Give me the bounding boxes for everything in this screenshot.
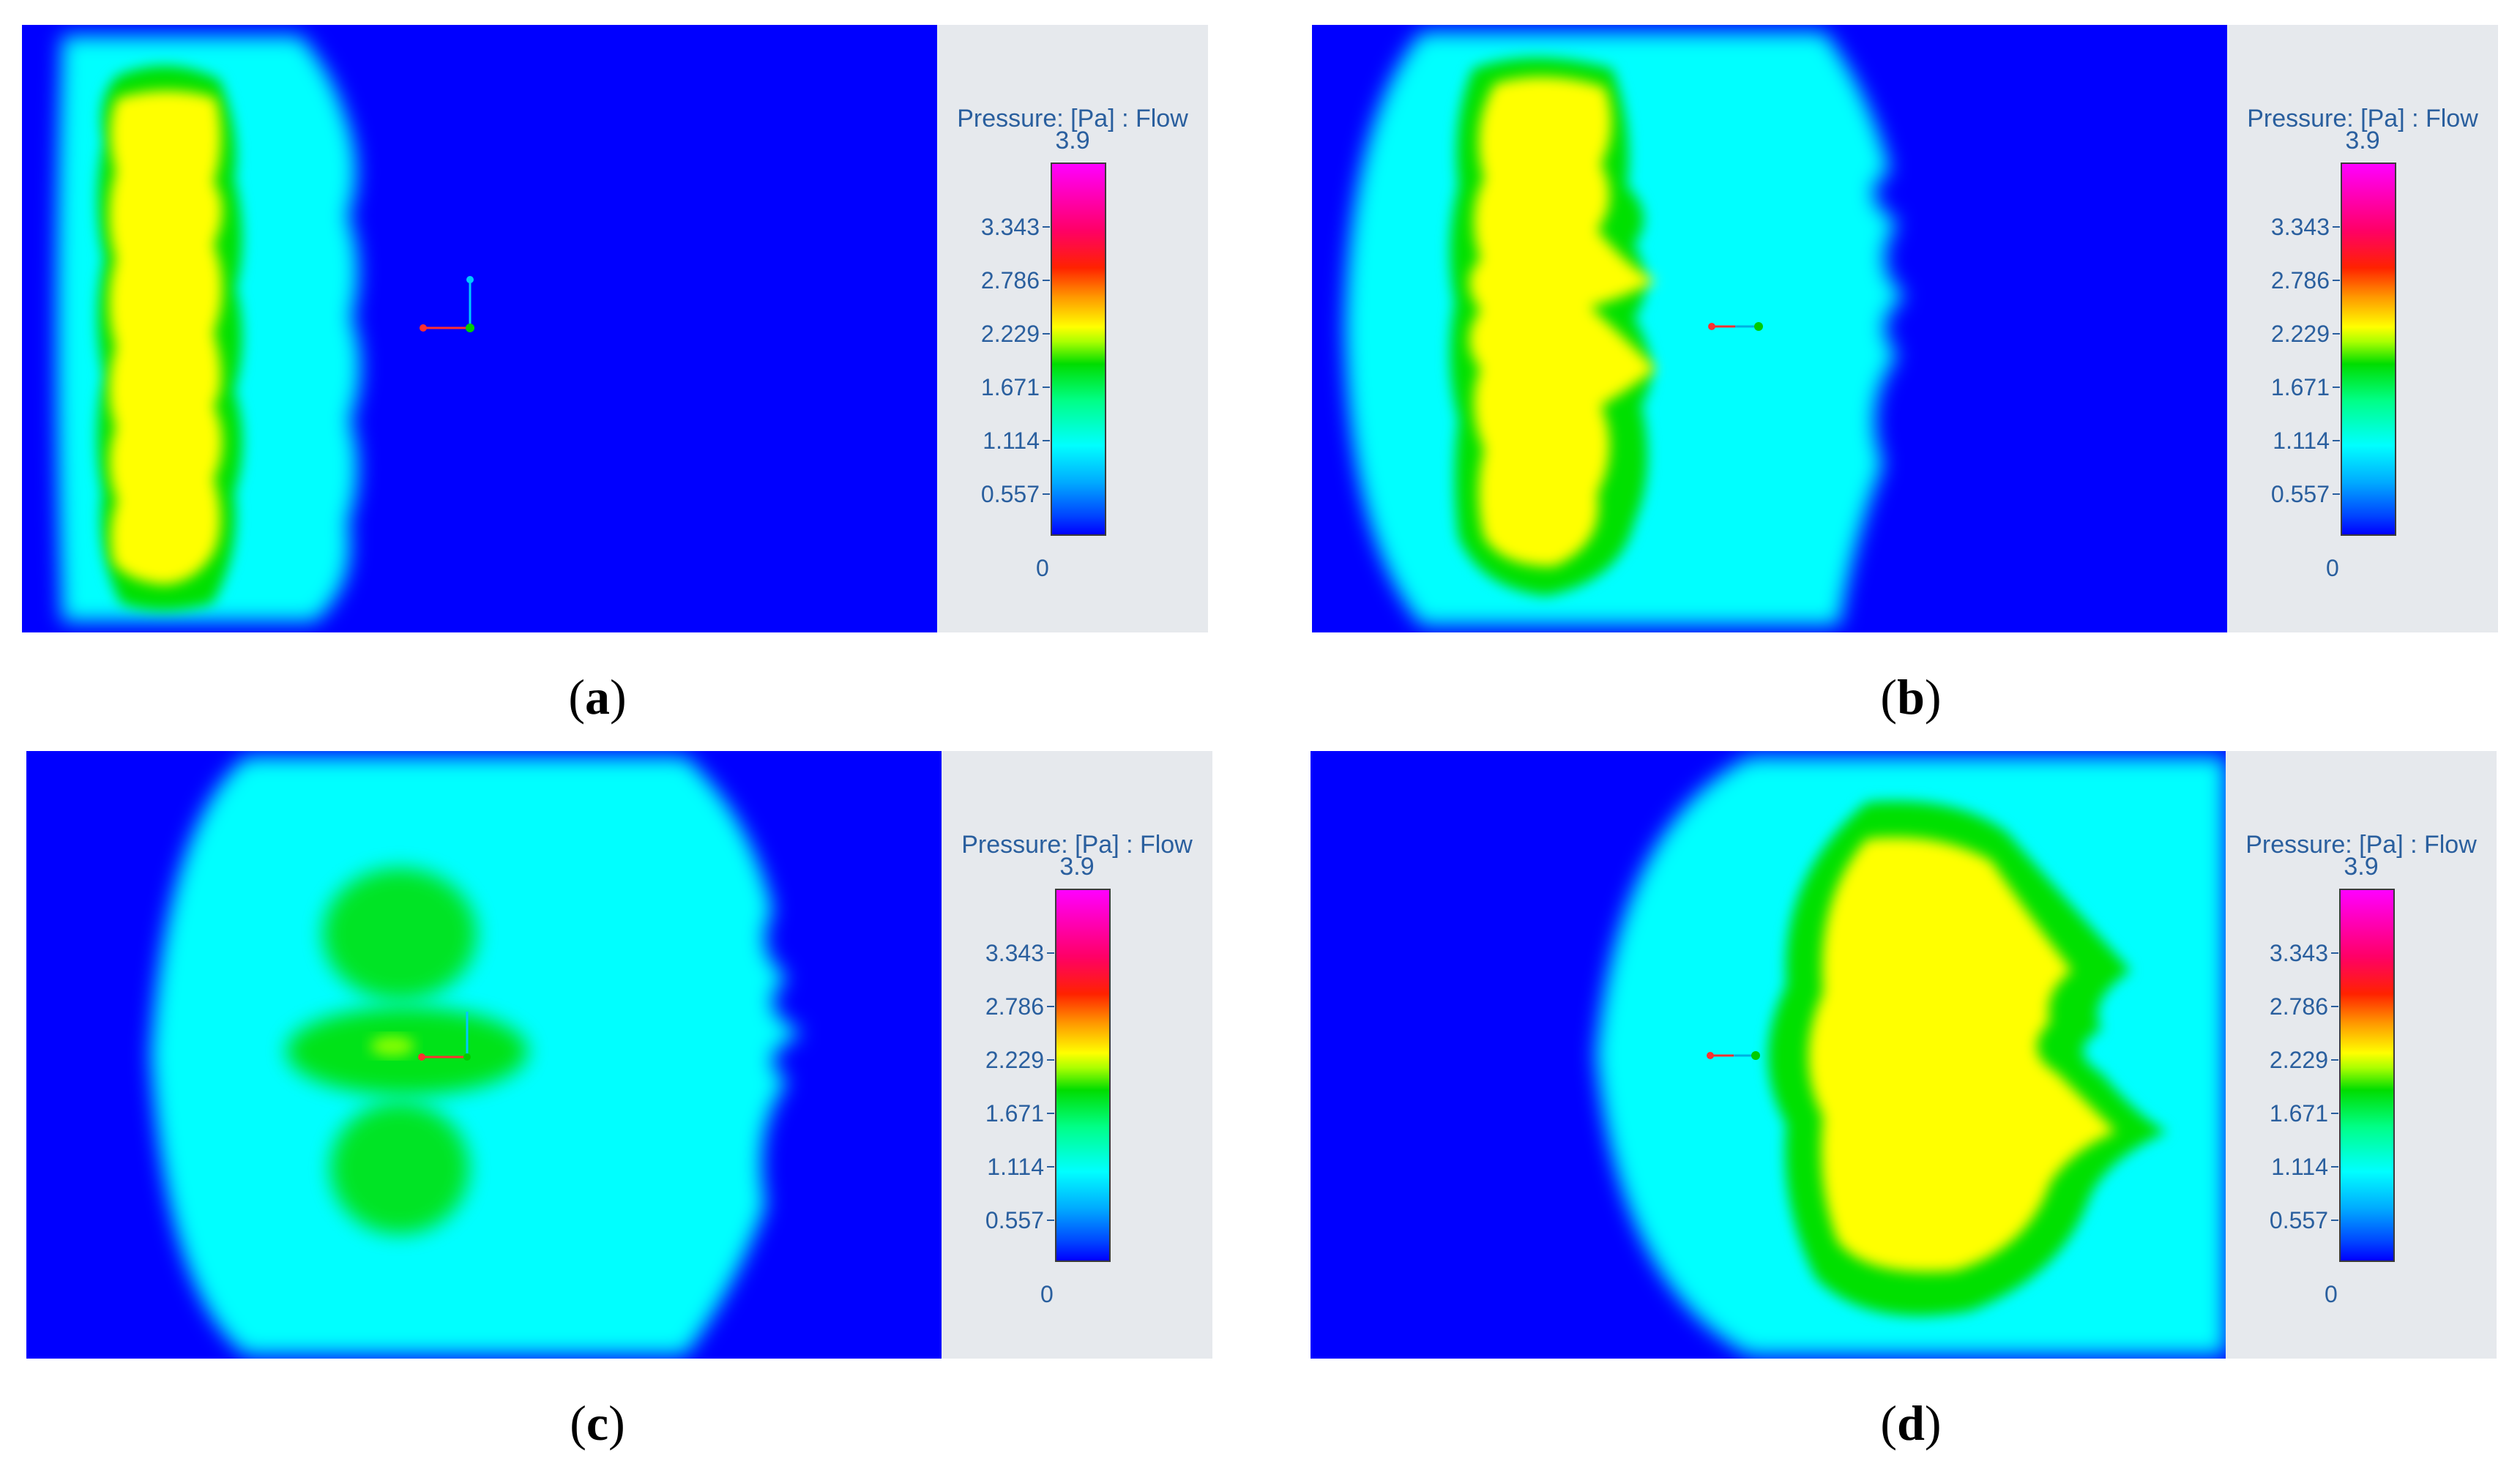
- panel-d: Pressure: [Pa] : Flow 3.9 3.343 2.786 2.…: [1311, 751, 2497, 1359]
- pressure-plot-d: [1311, 751, 2226, 1359]
- legend-title: Pressure: [Pa] : Flow: [961, 831, 1193, 859]
- colorbar: [2339, 889, 2395, 1262]
- tick-label: 1.114: [2273, 427, 2340, 454]
- legend-min: 0: [2326, 555, 2339, 581]
- caption-a: (a): [568, 669, 627, 725]
- tick-label: 1.671: [980, 374, 1051, 400]
- legend-max: 3.9: [2344, 853, 2379, 881]
- legend-title: Pressure: [Pa] : Flow: [957, 105, 1188, 132]
- legend-title: Pressure: [Pa] : Flow: [2247, 105, 2478, 132]
- tick-label: 1.114: [987, 1154, 1054, 1180]
- tick-label: 2.229: [985, 1047, 1055, 1073]
- tick-label: 1.671: [2269, 1100, 2339, 1127]
- pressure-plot-c: [26, 751, 942, 1359]
- tick-label: 3.343: [2270, 214, 2341, 240]
- tick-label: 0.557: [985, 1207, 1055, 1233]
- panel-b: Pressure: [Pa] : Flow 3.9 3.343 2.786 2.…: [1312, 25, 2498, 632]
- tick-label: 0.557: [2270, 481, 2341, 507]
- pressure-plot-a: [22, 25, 937, 632]
- pressure-plot-b: [1312, 25, 2227, 632]
- legend-c: Pressure: [Pa] : Flow 3.9 3.343 2.786 2.…: [942, 751, 1212, 1359]
- tick-label: 2.786: [2269, 993, 2339, 1020]
- caption-b: (b): [1880, 669, 1942, 725]
- legend-a: Pressure: [Pa] : Flow 3.9 3.343 2.786 2.…: [937, 25, 1208, 632]
- axis-triad-b: [1708, 322, 1763, 331]
- colorbar: [1055, 889, 1111, 1262]
- axis-triad-c: [418, 1012, 471, 1061]
- tick-label: 1.671: [985, 1100, 1055, 1127]
- tick-label: 2.229: [2269, 1047, 2339, 1073]
- tick-label: 3.343: [2269, 940, 2339, 966]
- tick-label: 1.671: [2270, 374, 2341, 400]
- tick-label: 1.114: [983, 427, 1050, 454]
- tick-label: 2.786: [985, 993, 1055, 1020]
- tick-label: 2.229: [2270, 321, 2341, 347]
- tick-label: 2.786: [980, 267, 1051, 294]
- colorbar: [2341, 163, 2396, 536]
- legend-min: 0: [2325, 1281, 2338, 1307]
- panel-a: Pressure: [Pa] : Flow 3.9 3.343 2.786 2.…: [22, 25, 1208, 632]
- tick-label: 0.557: [980, 481, 1051, 507]
- axis-triad-a: [420, 276, 474, 332]
- legend-max: 3.9: [1055, 127, 1090, 154]
- caption-c: (c): [570, 1395, 625, 1451]
- legend-b: Pressure: [Pa] : Flow 3.9 3.343 2.786 2.…: [2227, 25, 2498, 632]
- legend-d: Pressure: [Pa] : Flow 3.9 3.343 2.786 2.…: [2226, 751, 2497, 1359]
- tick-label: 3.343: [985, 940, 1055, 966]
- tick-label: 0.557: [2269, 1207, 2339, 1233]
- tick-label: 1.114: [2271, 1154, 2338, 1180]
- colorbar: [1051, 163, 1106, 536]
- tick-label: 2.229: [980, 321, 1051, 347]
- legend-min: 0: [1040, 1281, 1054, 1307]
- panel-c: Pressure: [Pa] : Flow 3.9 3.343 2.786 2.…: [26, 751, 1212, 1359]
- tick-label: 2.786: [2270, 267, 2341, 294]
- legend-min: 0: [1036, 555, 1049, 581]
- caption-d: (d): [1880, 1395, 1942, 1451]
- legend-max: 3.9: [1059, 853, 1095, 881]
- legend-title: Pressure: [Pa] : Flow: [2245, 831, 2477, 859]
- axis-triad-d: [1707, 1051, 1760, 1060]
- tick-label: 3.343: [980, 214, 1051, 240]
- legend-max: 3.9: [2345, 127, 2380, 154]
